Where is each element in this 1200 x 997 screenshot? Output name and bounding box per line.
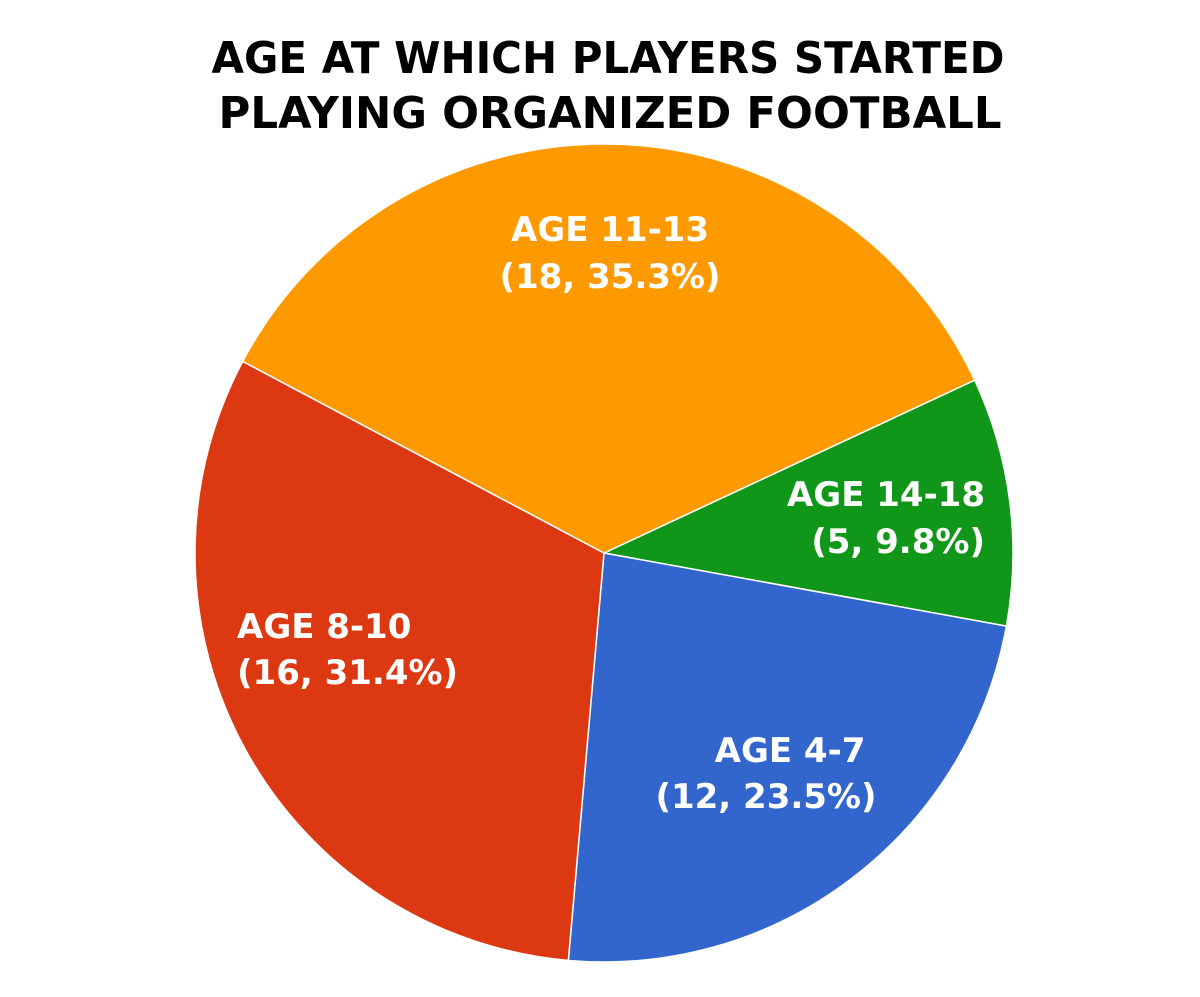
- chart-title-line-2: PLAYING ORGANIZED FOOTBALL: [219, 88, 1002, 139]
- pie-slice-age-8-10: [194, 360, 605, 962]
- pie-slice-age-11-13: [241, 143, 976, 554]
- pie-slice-age-14-18: [601, 379, 1014, 627]
- slice-label-value: (12, 23.5%): [655, 777, 876, 817]
- slice-label-category: AGE 4-7: [715, 731, 866, 771]
- slice-label-category: AGE 14-18: [787, 475, 985, 515]
- chart-title-line-1: AGE AT WHICH PLAYERS STARTED: [212, 33, 1005, 84]
- slice-label-category: AGE 8-10: [237, 607, 411, 647]
- slice-label-value: (5, 9.8%): [811, 522, 985, 562]
- slice-label-value: (18, 35.3%): [499, 257, 720, 297]
- slice-label-category: AGE 11-13: [511, 210, 709, 250]
- pie-slice-age-4-7: [567, 552, 1008, 963]
- slice-label-value: (16, 31.4%): [237, 653, 458, 693]
